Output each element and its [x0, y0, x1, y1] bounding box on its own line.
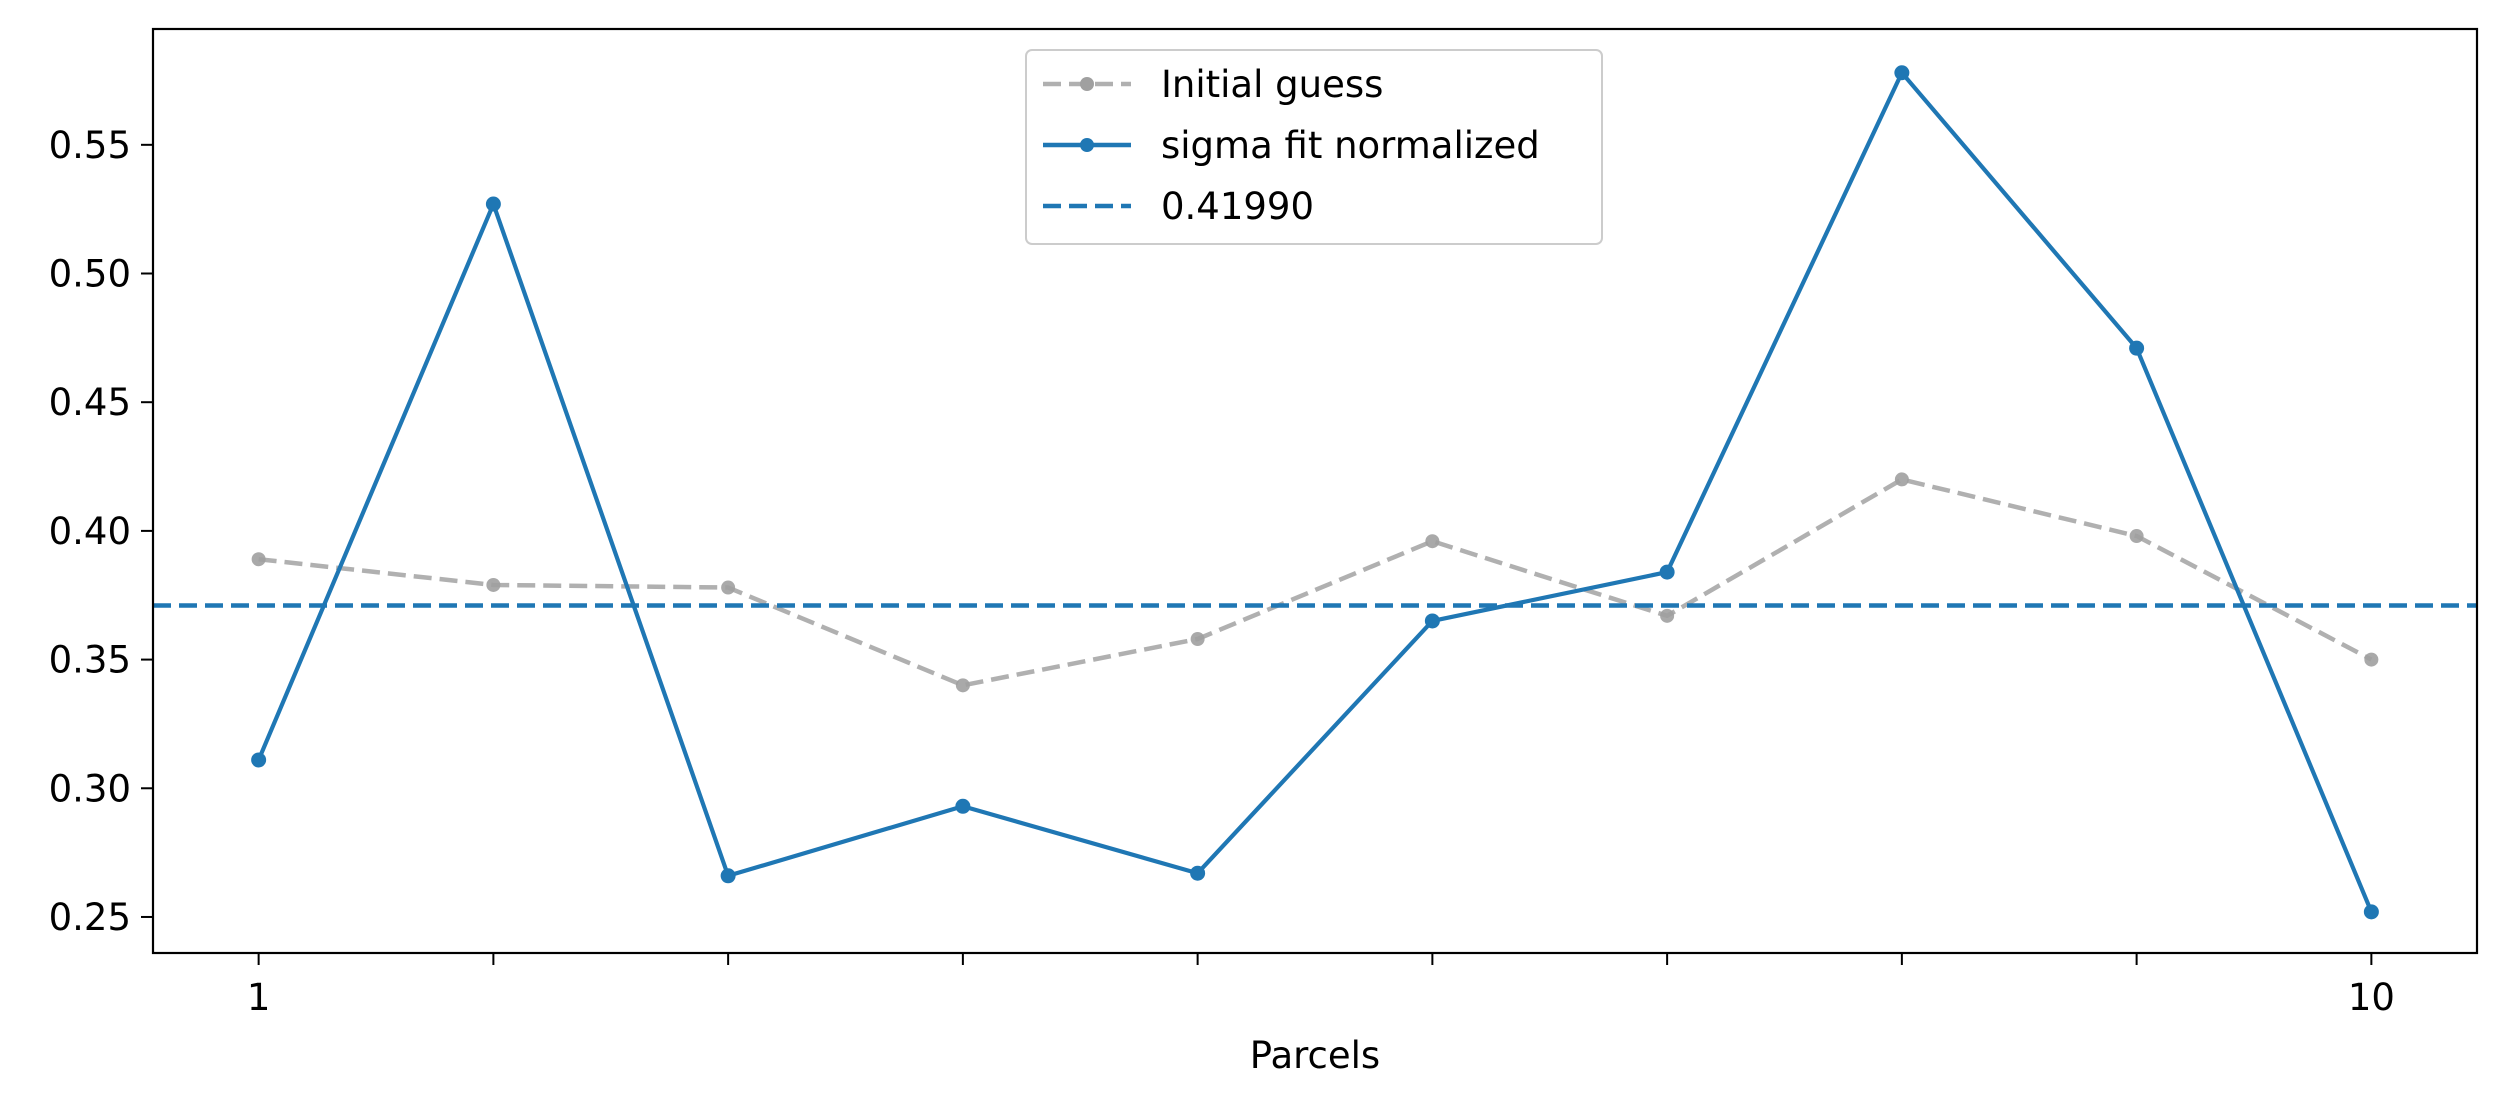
data-point: [955, 678, 970, 693]
data-point: [2129, 529, 2144, 544]
legend-entry-2: 0.41990: [1043, 185, 1314, 228]
legend-label: 0.41990: [1161, 185, 1314, 228]
data-point: [1894, 65, 1910, 81]
series-layer: [153, 65, 2477, 920]
y-tick-label: 0.50: [49, 253, 131, 296]
x-tick-label: 10: [2348, 976, 2395, 1019]
data-point: [2364, 652, 2379, 667]
legend: Initial guess sigma fit normalized 0.41990: [1025, 49, 1603, 245]
series-0: [251, 472, 2379, 693]
data-point: [251, 552, 266, 567]
y-tick-label: 0.40: [49, 510, 131, 553]
y-tick-label: 0.35: [49, 639, 131, 682]
data-point: [251, 752, 267, 768]
data-point: [485, 196, 501, 212]
data-point: [1424, 613, 1440, 629]
data-point: [1190, 865, 1206, 881]
y-tick-label: 0.25: [49, 896, 131, 939]
data-point: [2363, 904, 2379, 920]
series-line: [258, 477, 2373, 688]
data-point: [955, 798, 971, 814]
data-point: [1894, 472, 1909, 487]
legend-entry-0: Initial guess: [1043, 63, 1383, 106]
ticks-layer: 0.25 0.30 0.35 0.40 0.45 0.50 0.55 1 10: [49, 124, 2395, 1019]
data-point: [1659, 564, 1675, 580]
x-axis-label: Parcels: [1250, 1034, 1380, 1077]
legend-box: [1025, 49, 1603, 245]
data-point: [486, 577, 501, 592]
data-point: [720, 868, 736, 884]
legend-entry-1: sigma fit normalized: [1043, 124, 1540, 167]
y-tick-label: 0.55: [49, 124, 131, 167]
legend-items: Initial guess sigma fit normalized 0.41990: [1043, 63, 1540, 228]
data-point: [1425, 534, 1440, 549]
axes-frame: [151, 27, 2479, 955]
legend-label: Initial guess: [1161, 63, 1383, 106]
data-point: [1660, 608, 1675, 623]
legend-marker: [1080, 138, 1094, 152]
data-point: [721, 580, 736, 595]
legend-marker: [1080, 77, 1094, 91]
legend-label: sigma fit normalized: [1161, 124, 1540, 167]
y-tick-label: 0.45: [49, 381, 131, 424]
data-point: [1190, 631, 1205, 646]
y-tick-label: 0.30: [49, 767, 131, 810]
series-line: [256, 70, 2374, 913]
data-point: [2129, 340, 2145, 356]
x-tick-label: 1: [247, 976, 271, 1019]
series-1: [251, 65, 2379, 920]
